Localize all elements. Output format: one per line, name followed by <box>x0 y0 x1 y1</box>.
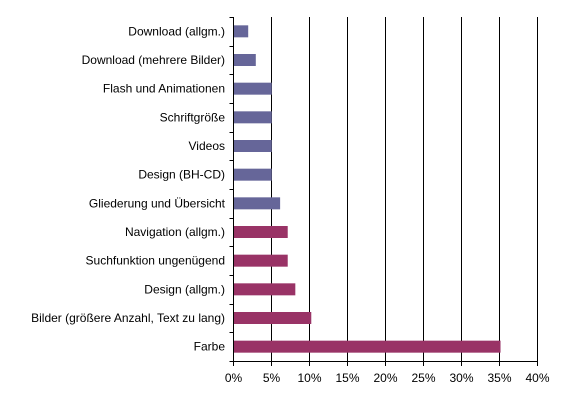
category-label: Design (allgm.) <box>144 282 225 296</box>
category-label: Download (allgm.) <box>128 24 225 38</box>
category-label: Navigation (allgm.) <box>125 225 225 239</box>
category-label: Flash und Animationen <box>103 82 225 96</box>
x-tick-label: 0% <box>225 371 243 385</box>
x-tick-label: 5% <box>263 371 281 385</box>
category-label: Videos <box>189 139 225 153</box>
bar <box>233 140 272 152</box>
bar <box>233 254 288 267</box>
x-tick-label: 20% <box>373 371 397 385</box>
bar <box>233 283 296 296</box>
bar <box>233 54 256 66</box>
category-label: Bilder (größere Anzahl, Text zu lang) <box>31 311 225 325</box>
category-label: Gliederung und Übersicht <box>89 196 226 210</box>
bar <box>233 168 272 181</box>
category-label: Download (mehrere Bilder) <box>82 53 225 67</box>
x-tick-label: 10% <box>297 371 321 385</box>
bar <box>233 226 288 238</box>
category-label: Farbe <box>194 340 226 354</box>
x-tick-label: 15% <box>335 371 359 385</box>
x-tick-label: 35% <box>487 371 511 385</box>
bar <box>233 197 281 210</box>
x-tick-label: 40% <box>525 371 549 385</box>
x-tick-label: 30% <box>449 371 473 385</box>
bar <box>233 111 272 124</box>
category-label: Schriftgröße <box>160 110 226 124</box>
category-label: Design (BH-CD) <box>138 168 225 182</box>
category-label: Suchfunktion ungenügend <box>86 254 225 268</box>
bar <box>233 340 501 353</box>
bar <box>233 82 272 95</box>
bar <box>233 312 312 324</box>
x-tick-label: 25% <box>411 371 435 385</box>
bar <box>233 25 249 38</box>
